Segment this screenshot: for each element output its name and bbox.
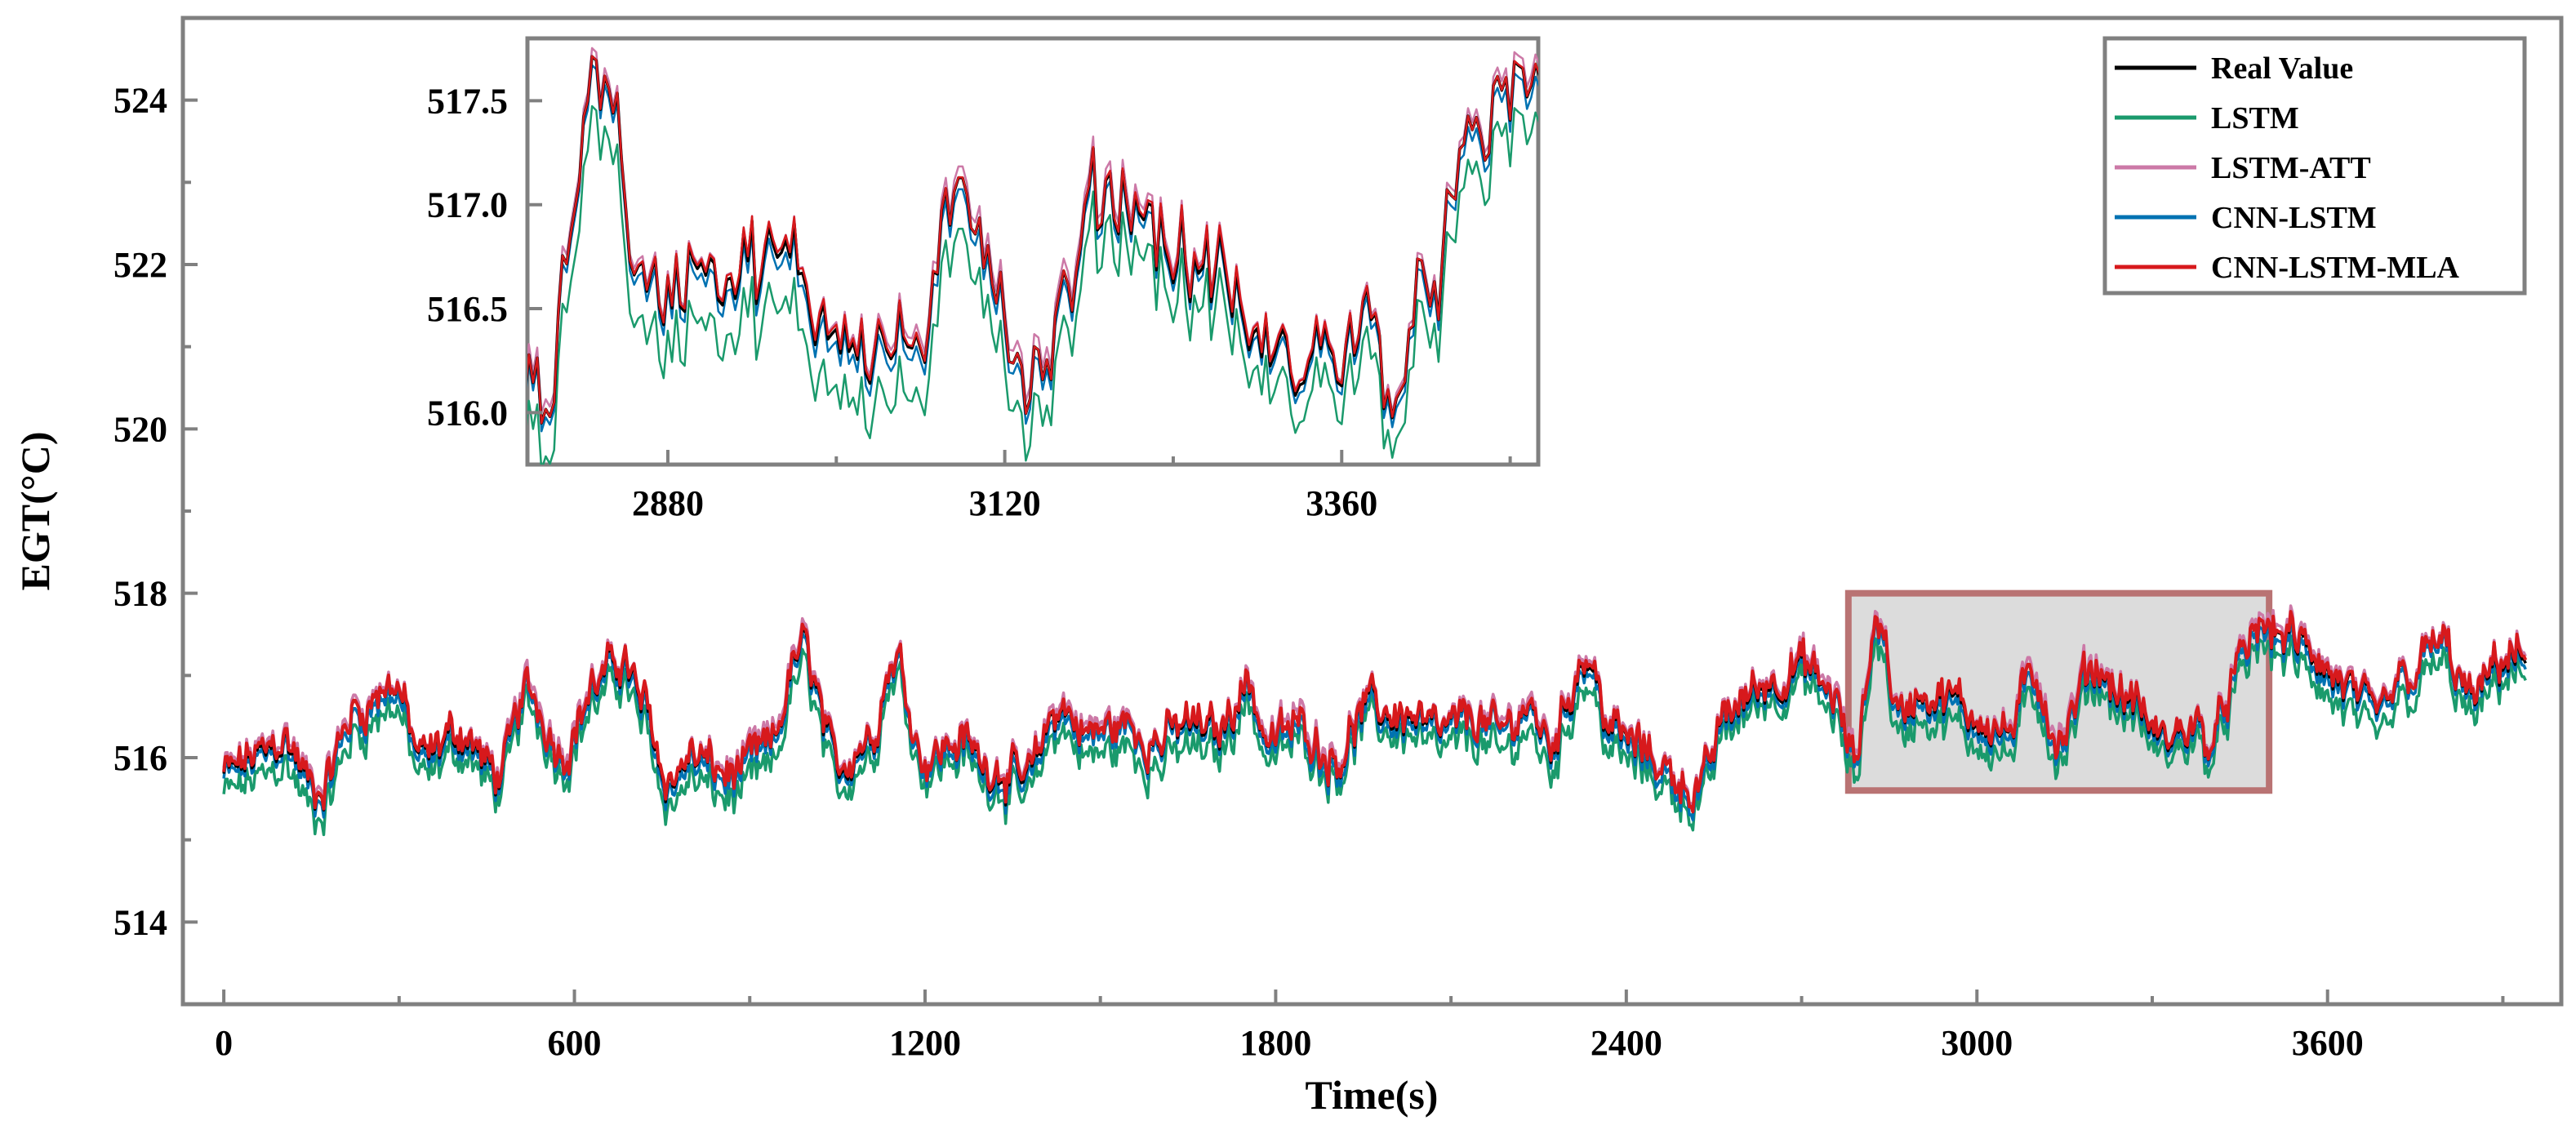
- x-tick-label: 600: [548, 1023, 602, 1063]
- legend-label-cnn-lstm: CNN-LSTM: [2211, 201, 2377, 235]
- y-tick-label: 522: [113, 245, 167, 285]
- x-tick-label: 3000: [1941, 1023, 2013, 1063]
- inset-x-tick-label: 2880: [632, 483, 704, 523]
- inset-frame: [525, 36, 1541, 467]
- main-axes: 0 600 1200 1800 2400 3000 3600 514 516 518 520 522 5…: [113, 81, 2505, 1063]
- inset-series-line-cnn-lstm-mla: [527, 55, 1538, 425]
- legend-item-lstm: LSTM: [2115, 101, 2299, 136]
- inset-series-line-lstm: [527, 105, 1538, 465]
- y-tick-label: 518: [113, 574, 167, 614]
- legend: Real Value LSTM LSTM-ATT CNN-LSTM CNN-LSTM-M…: [2102, 36, 2527, 296]
- inset-y-tick-label: 516.0: [427, 393, 508, 433]
- legend-item-cnn-lstm: CNN-LSTM: [2115, 201, 2377, 235]
- y-tick-label: 514: [113, 902, 167, 942]
- inset-y-tick-label: 517.5: [427, 81, 508, 121]
- series-line-cnn-lstm-mla: [222, 610, 2528, 814]
- inset-y-tick-label: 517.0: [427, 185, 508, 225]
- legend-label-real-value: Real Value: [2211, 51, 2353, 86]
- x-tick-label: 0: [215, 1023, 233, 1063]
- legend-label-lstm: LSTM: [2211, 101, 2299, 136]
- x-tick-label: 1800: [1239, 1023, 1311, 1063]
- inset-y-tick-label: 516.5: [427, 289, 508, 329]
- legend-label-cnn-lstm-mla: CNN-LSTM-MLA: [2211, 251, 2460, 285]
- y-tick-label: 520: [113, 409, 167, 449]
- inset-panel: 2880 3120 3360 516.0 516.5 517.0 517.5: [427, 36, 1541, 523]
- y-tick-label: 524: [113, 81, 167, 121]
- legend-item-real-value: Real Value: [2115, 51, 2353, 86]
- inset-axes: 2880 3120 3360 516.0 516.5 517.0 517.5: [427, 81, 1512, 523]
- inset-series-group: [527, 47, 1538, 465]
- x-axis-title: Time(s): [1306, 1072, 1439, 1118]
- main-series-group: [222, 604, 2528, 837]
- inset-x-tick-label: 3360: [1306, 483, 1377, 523]
- legend-item-cnn-lstm-mla: CNN-LSTM-MLA: [2115, 251, 2460, 285]
- x-tick-label: 3600: [2292, 1023, 2364, 1063]
- inset-x-tick-label: 3120: [969, 483, 1041, 523]
- x-tick-label: 1200: [889, 1023, 961, 1063]
- y-axis-title: EGT(°C): [12, 432, 58, 591]
- legend-item-lstm-att: LSTM-ATT: [2115, 151, 2371, 185]
- legend-label-lstm-att: LSTM-ATT: [2211, 151, 2371, 185]
- x-tick-label: 2400: [1591, 1023, 1662, 1063]
- y-tick-label: 516: [113, 738, 167, 778]
